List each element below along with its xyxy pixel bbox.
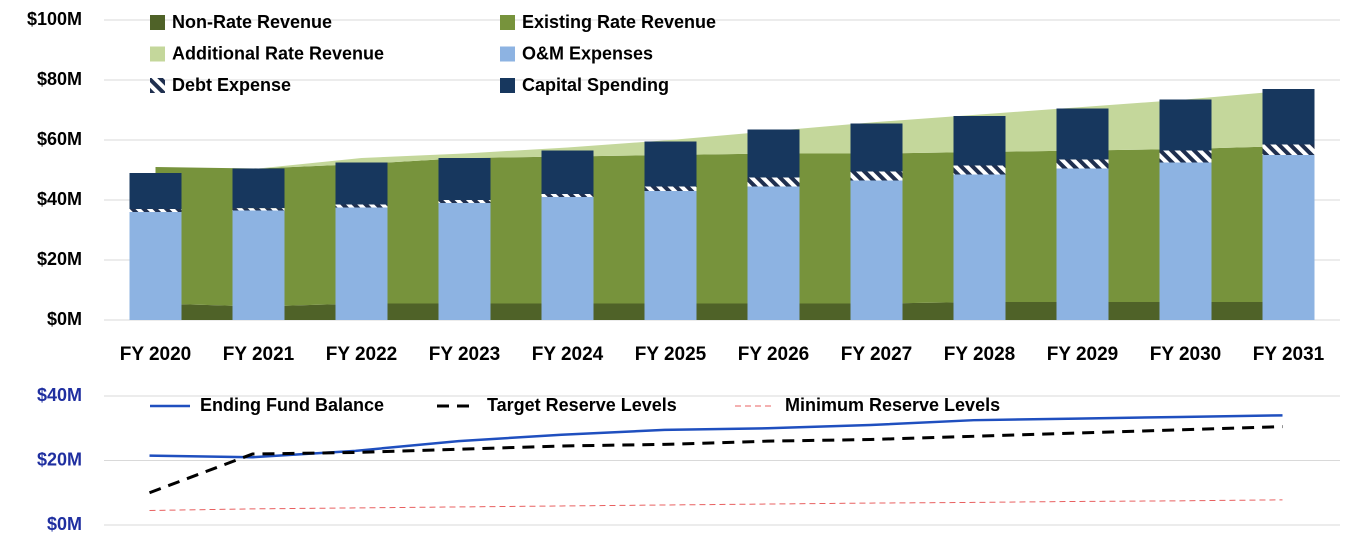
y-tick-label: $20M (37, 449, 82, 469)
expense-bar (747, 177, 800, 187)
y-tick-label: $40M (37, 385, 82, 405)
expense-bar (747, 129, 800, 178)
expense-bar (232, 168, 285, 209)
x-tick-label: FY 2024 (532, 344, 604, 365)
expense-bar (232, 210, 285, 320)
x-tick-label: FY 2020 (120, 344, 191, 365)
expense-bar (438, 158, 491, 200)
legend-swatch (150, 15, 165, 30)
y-tick-label: $20M (37, 249, 82, 269)
expense-bar (129, 212, 182, 320)
y-tick-label: $60M (37, 129, 82, 149)
expense-bar (541, 150, 594, 194)
line (149, 499, 1283, 511)
expense-bar (335, 207, 388, 320)
expense-bar (1159, 162, 1212, 320)
expense-bar (1262, 155, 1315, 320)
expense-bar (1262, 89, 1315, 145)
legend-label: Additional Rate Revenue (172, 43, 384, 63)
expense-bar (850, 171, 903, 181)
line (149, 414, 1283, 459)
line (148, 425, 1283, 495)
legend-label: O&M Expenses (522, 43, 653, 63)
x-tick-label: FY 2028 (944, 344, 1015, 365)
expense-bar (438, 200, 491, 203)
legend-label: Capital Spending (522, 75, 669, 95)
legend-label: Debt Expense (172, 75, 291, 95)
expense-bar (335, 204, 388, 208)
x-tick-label: FY 2030 (1150, 344, 1221, 365)
y-tick-label: $80M (37, 69, 82, 89)
expense-bar (1056, 168, 1109, 320)
expense-bar (953, 165, 1006, 175)
expense-bar (1056, 159, 1109, 169)
expense-bar (953, 116, 1006, 166)
legend-swatch (500, 46, 515, 62)
expense-bar (644, 191, 697, 320)
y-tick-label: $0M (47, 514, 82, 534)
x-tick-label: FY 2026 (738, 344, 809, 365)
x-tick-label: FY 2021 (223, 344, 295, 365)
expense-bar (232, 208, 285, 211)
revenue-area (155, 146, 1289, 307)
x-tick-label: FY 2031 (1253, 344, 1325, 365)
expense-bar (1159, 99, 1212, 151)
x-tick-label: FY 2029 (1047, 344, 1118, 365)
expense-bar (541, 194, 594, 197)
legend-label: Non-Rate Revenue (172, 12, 332, 32)
x-tick-label: FY 2023 (429, 344, 500, 365)
y-tick-label: $100M (27, 9, 82, 29)
expense-bar (541, 197, 594, 320)
expense-bar (438, 203, 491, 320)
expense-bar (1159, 150, 1212, 163)
expense-bar (1056, 108, 1109, 160)
expense-bar (129, 173, 182, 209)
legend-label: Minimum Reserve Levels (785, 395, 1000, 415)
legend-label: Target Reserve Levels (487, 395, 677, 415)
expense-bar (747, 186, 800, 320)
expense-bar (129, 209, 182, 212)
y-tick-label: $0M (47, 309, 82, 329)
legend-swatch (150, 78, 165, 93)
legend-swatch (500, 15, 515, 30)
legend-label: Ending Fund Balance (200, 395, 384, 415)
legend-swatch (150, 46, 165, 62)
expense-bar (850, 123, 903, 172)
expense-bar (644, 141, 697, 187)
expense-bar (335, 162, 388, 205)
x-tick-label: FY 2025 (635, 344, 707, 365)
x-tick-label: FY 2027 (841, 344, 912, 365)
expense-bar (850, 180, 903, 320)
revenue-area (155, 302, 1289, 320)
x-tick-label: FY 2022 (326, 344, 397, 365)
y-tick-label: $40M (37, 189, 82, 209)
expense-bar (644, 186, 697, 191)
expense-bar (1262, 144, 1315, 155)
legend-label: Existing Rate Revenue (522, 12, 716, 32)
expense-bar (953, 174, 1006, 320)
legend-swatch (500, 78, 515, 93)
